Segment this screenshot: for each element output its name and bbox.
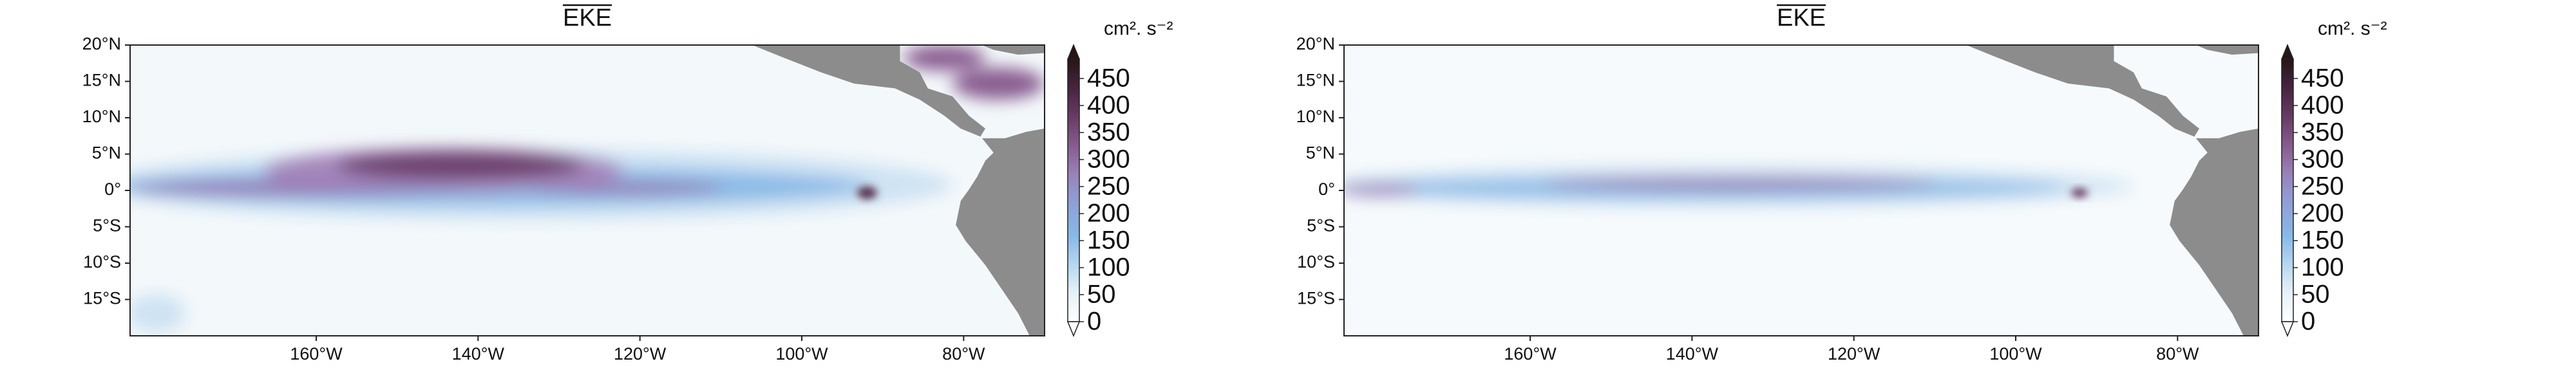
lon-tick-label: 80°W bbox=[2156, 344, 2199, 363]
colorbar-extend-min bbox=[2280, 321, 2295, 337]
lon-tick-label: 120°W bbox=[1828, 344, 1880, 363]
lon-tick-label: 80°W bbox=[942, 344, 985, 363]
colorbar-tick-label: 100 bbox=[2301, 253, 2344, 282]
colorbar-extend-max bbox=[1066, 44, 1081, 60]
colorbar-tick-label: 300 bbox=[2301, 145, 2344, 174]
lat-tick-label: 5°S bbox=[1307, 216, 1335, 235]
lon-tick-label: 160°W bbox=[1504, 344, 1557, 363]
colorbar bbox=[1067, 59, 1080, 322]
colorbar-tick-label: 250 bbox=[1087, 172, 1130, 201]
colorbar-tick-label: 250 bbox=[2301, 172, 2344, 201]
lon-tick-label: 120°W bbox=[614, 344, 667, 363]
colorbar-tick-label: 150 bbox=[1087, 226, 1130, 255]
lon-tick-label: 160°W bbox=[290, 344, 343, 363]
lat-tick-label: 15°S bbox=[83, 289, 121, 308]
lat-tick-label: 5°N bbox=[1306, 143, 1335, 163]
lat-tick-label: 0° bbox=[1318, 179, 1335, 199]
lat-tick-label: 20°N bbox=[1296, 34, 1335, 53]
lat-tick-label: 15°S bbox=[1297, 289, 1335, 308]
colorbar-unit: cm². s⁻² bbox=[2318, 18, 2387, 39]
lat-tick-label: 5°N bbox=[92, 143, 121, 163]
lon-tick-label: 100°W bbox=[1989, 344, 2042, 363]
map-field bbox=[1344, 45, 2259, 336]
colorbar-tick-label: 0 bbox=[2301, 308, 2315, 336]
lat-tick-label: 5°S bbox=[93, 216, 121, 235]
lon-tick-label: 100°W bbox=[775, 344, 828, 363]
colorbar-tick-label: 350 bbox=[1087, 118, 1130, 147]
map-title: EKE bbox=[563, 5, 612, 32]
colorbar-unit: cm². s⁻² bbox=[1104, 18, 1173, 39]
map-title: EKE bbox=[1777, 5, 1826, 32]
colorbar-tick-label: 450 bbox=[2301, 64, 2344, 93]
lat-tick-label: 15°N bbox=[82, 71, 121, 90]
lat-tick-label: 10°S bbox=[1297, 252, 1335, 271]
colorbar-tick-label: 50 bbox=[1087, 280, 1116, 309]
lat-tick-label: 10°N bbox=[1296, 107, 1335, 126]
map-field bbox=[130, 45, 1045, 336]
colorbar bbox=[2281, 59, 2294, 322]
lat-tick-label: 0° bbox=[104, 179, 121, 199]
colorbar-tick-label: 200 bbox=[1087, 199, 1130, 228]
colorbar-tick-label: 400 bbox=[1087, 91, 1130, 120]
colorbar-tick-label: 150 bbox=[2301, 226, 2344, 255]
lon-tick-label: 140°W bbox=[452, 344, 505, 363]
colorbar-tick-label: 300 bbox=[1087, 145, 1130, 174]
colorbar-tick-label: 50 bbox=[2301, 280, 2330, 309]
colorbar-tick-label: 0 bbox=[1087, 308, 1101, 336]
colorbar-extend-min bbox=[1066, 321, 1081, 337]
colorbar-tick-label: 100 bbox=[1087, 253, 1130, 282]
colorbar-tick-label: 200 bbox=[2301, 199, 2344, 228]
colorbar-extend-max bbox=[2280, 44, 2295, 60]
lat-tick-label: 20°N bbox=[82, 34, 121, 53]
lat-tick-label: 10°S bbox=[83, 252, 121, 271]
lat-tick-label: 15°N bbox=[1296, 71, 1335, 90]
lon-tick-label: 140°W bbox=[1666, 344, 1719, 363]
colorbar-tick-label: 400 bbox=[2301, 91, 2344, 120]
lat-tick-label: 10°N bbox=[82, 107, 121, 126]
colorbar-tick-label: 450 bbox=[1087, 64, 1130, 93]
colorbar-tick-label: 350 bbox=[2301, 118, 2344, 147]
